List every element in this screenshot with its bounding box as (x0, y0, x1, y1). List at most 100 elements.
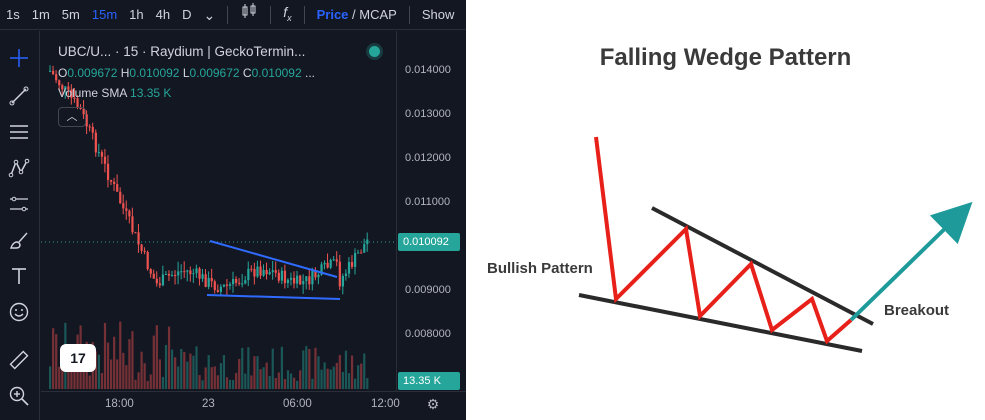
time-label: 06:00 (283, 398, 312, 410)
volume-bar (235, 372, 238, 389)
volume-sma-value: 13.35 K (130, 86, 172, 100)
candle-body (52, 70, 55, 75)
volume-bar (265, 362, 268, 389)
price-option[interactable]: Price (316, 6, 349, 22)
trendline-icon[interactable] (6, 83, 32, 109)
crosshair-icon[interactable] (6, 45, 32, 71)
candle-body (195, 268, 198, 274)
candle-body (326, 262, 329, 268)
trading-chart-panel: 1s 1m 5m 15m 1h 4h D ⌄ fx Price / MCAP S… (0, 0, 466, 420)
candle-body (366, 239, 369, 245)
candle-body (103, 156, 107, 164)
candle-body (106, 163, 110, 180)
wedge-lower-line (578, 293, 863, 353)
tradingview-logo: 17 (60, 344, 96, 372)
logo-text: 17 (70, 350, 86, 366)
candle-body (167, 274, 171, 276)
drawing-tools-sidebar (0, 31, 40, 420)
candle-body (82, 108, 85, 115)
measure-icon[interactable] (6, 191, 32, 217)
candle-body (302, 281, 305, 285)
volume-bar (274, 377, 277, 389)
candle-body (189, 270, 192, 275)
chart-legend-title[interactable]: UBC/U... · 15 · Raydium | GeckoTermin... (58, 44, 305, 59)
high-value: 0.010092 (129, 66, 180, 80)
price-axis[interactable]: 0.014000 0.013000 0.012000 0.011000 0.01… (396, 31, 466, 391)
volume-bar (152, 335, 155, 389)
candle-body (225, 284, 229, 286)
volume-legend[interactable]: Volume SMA 13.35 K (58, 86, 171, 100)
candle-body (161, 274, 165, 286)
volume-bar (268, 376, 271, 389)
candle-body (137, 232, 140, 245)
candle-body (216, 290, 219, 292)
time-axis[interactable]: 18:00 23 06:00 12:00 ⚙ (41, 391, 466, 420)
candle-body (250, 268, 253, 270)
candle-body (350, 261, 354, 267)
candle-body (259, 266, 262, 276)
diagram-title: Falling Wedge Pattern (599, 44, 852, 71)
candle-body (213, 281, 216, 291)
candle-body (116, 184, 119, 192)
candle-body (341, 276, 344, 287)
volume-bar (228, 379, 232, 389)
toolbar-divider (303, 5, 305, 24)
volume-bar (354, 378, 357, 389)
candle-body (271, 270, 274, 273)
volume-bar (277, 372, 280, 389)
candlestick-icon[interactable] (234, 0, 264, 30)
price-mcap-toggle[interactable]: Price / MCAP (311, 0, 403, 30)
timeframe-4h[interactable]: 4h (155, 6, 171, 22)
timeframe-1m[interactable]: 1m (31, 6, 50, 22)
volume-bar (58, 366, 61, 389)
candle-body (235, 278, 238, 283)
chevron-down-icon[interactable]: ⌄ (203, 6, 216, 23)
chevron-up-icon[interactable]: ︿ (58, 107, 86, 127)
brush-icon[interactable] (6, 227, 32, 253)
show-menu[interactable]: Show (421, 6, 455, 22)
candlestick-chart[interactable] (41, 31, 396, 391)
candle-body (97, 152, 100, 154)
toolbar-divider (408, 5, 410, 24)
legend-more[interactable]: ... (305, 66, 316, 80)
gear-icon[interactable]: ⚙ (426, 396, 440, 412)
candle-body (55, 74, 58, 81)
bullish-pattern-label: Bullish Pattern (487, 260, 593, 277)
volume-bar (210, 367, 213, 389)
timeframe-15m[interactable]: 15m (91, 6, 118, 22)
pattern-icon[interactable] (6, 155, 32, 181)
candle-body (265, 269, 268, 275)
candle-body (164, 274, 168, 276)
breakout-label: Breakout (884, 302, 950, 319)
fx-icon[interactable]: fx (283, 3, 292, 23)
text-icon[interactable] (6, 263, 32, 289)
volume-bar (305, 346, 308, 389)
volume-bar (326, 368, 329, 389)
ruler-icon[interactable] (6, 347, 32, 373)
candle-body (149, 269, 152, 274)
timeframe-d[interactable]: D (182, 6, 192, 22)
candle-body (183, 271, 186, 273)
candle-body (262, 269, 265, 276)
volume-bar (82, 366, 85, 389)
volume-bar (113, 336, 116, 389)
volume-bar (308, 349, 311, 389)
volume-bar (280, 346, 283, 389)
price-tick: 0.014000 (405, 64, 451, 76)
volume-bar (289, 373, 293, 389)
candle-body (241, 283, 244, 285)
emoji-icon[interactable] (6, 299, 32, 325)
candle-body (329, 259, 332, 268)
volume-bar (238, 359, 241, 389)
fib-lines-icon[interactable] (6, 119, 32, 145)
volume-bar (195, 346, 198, 389)
timeframe-1h[interactable]: 1h (129, 6, 144, 22)
candle-body (204, 274, 207, 287)
volume-bar (155, 325, 158, 389)
timeframe-5m[interactable]: 5m (61, 6, 80, 22)
zoom-in-icon[interactable] (6, 383, 32, 409)
mcap-option[interactable]: MCAP (359, 6, 397, 22)
timeframe-1s[interactable]: 1s (6, 6, 20, 22)
volume-bar (241, 347, 244, 389)
volume-bar (180, 348, 183, 389)
